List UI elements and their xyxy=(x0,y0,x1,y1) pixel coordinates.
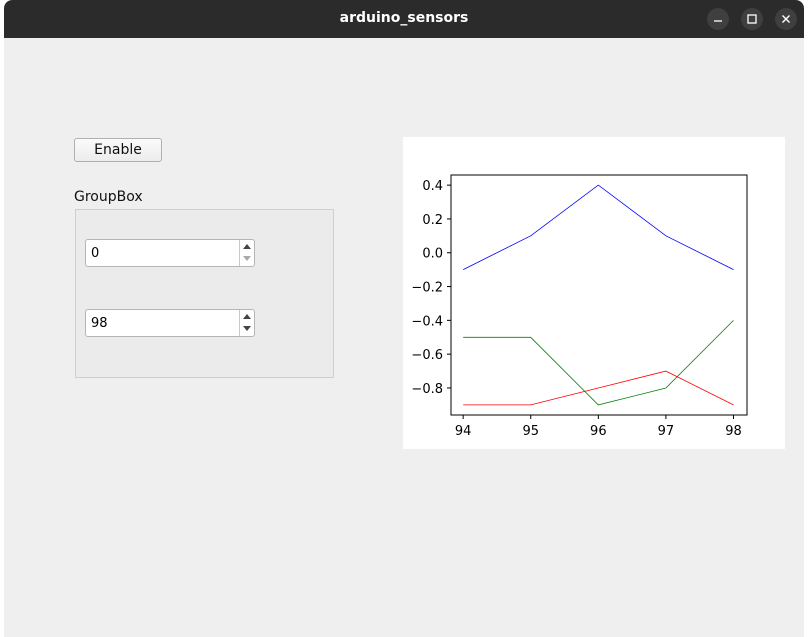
spinbox-1-arrows xyxy=(239,240,254,266)
x-tick-label: 97 xyxy=(658,424,675,439)
spin-up-arrow-icon[interactable] xyxy=(243,314,251,319)
enable-button[interactable]: Enable xyxy=(74,138,162,162)
x-tick-label: 96 xyxy=(590,424,607,439)
x-tick-label: 95 xyxy=(522,424,539,439)
y-tick-label: −0.4 xyxy=(411,314,443,329)
maximize-button[interactable] xyxy=(741,8,763,30)
series-line-2 xyxy=(463,320,734,406)
axes-frame xyxy=(450,174,748,416)
spinbox-2[interactable]: 98 xyxy=(85,309,255,337)
groupbox: 0 98 xyxy=(75,209,334,378)
title-bar[interactable]: arduino_sensors xyxy=(4,0,804,38)
main-content: Enable GroupBox 0 98 94 95 96 97 98 0.4 0.2 0.0… xyxy=(4,38,804,637)
y-tick-label: 0.4 xyxy=(422,179,443,194)
x-tick-label: 94 xyxy=(455,424,472,439)
y-tick-label: −0.2 xyxy=(411,281,443,296)
maximize-icon xyxy=(747,14,757,24)
series-line-1 xyxy=(463,184,734,270)
spin-down-arrow-icon[interactable] xyxy=(243,326,251,331)
spinbox-1[interactable]: 0 xyxy=(85,239,255,267)
y-tick-label: −0.8 xyxy=(411,382,443,397)
groupbox-title: GroupBox xyxy=(74,189,143,205)
spinbox-2-value[interactable]: 98 xyxy=(91,316,108,331)
series-line-3 xyxy=(463,370,734,406)
minimize-button[interactable] xyxy=(707,8,729,30)
spinbox-1-value[interactable]: 0 xyxy=(91,246,100,261)
minimize-icon xyxy=(714,20,722,22)
app-window: arduino_sensors Enable GroupBox 0 xyxy=(4,0,804,637)
spin-down-arrow-icon[interactable] xyxy=(243,256,251,261)
sensor-plot: 94 95 96 97 98 0.4 0.2 0.0 −0.2 −0.4 −0.6 −0.8 xyxy=(403,137,785,449)
y-tick-label: 0.0 xyxy=(422,247,443,262)
spinbox-2-arrows xyxy=(239,310,254,336)
spin-up-arrow-icon[interactable] xyxy=(243,244,251,249)
window-title: arduino_sensors xyxy=(339,10,469,26)
close-icon xyxy=(782,15,790,23)
x-tick-label: 98 xyxy=(725,424,742,439)
y-tick-label: −0.6 xyxy=(411,348,443,363)
y-tick-label: 0.2 xyxy=(422,213,443,228)
line-chart: 94 95 96 97 98 0.4 0.2 0.0 −0.2 −0.4 −0.6 −0.8 xyxy=(411,174,748,439)
close-button[interactable] xyxy=(775,8,797,30)
